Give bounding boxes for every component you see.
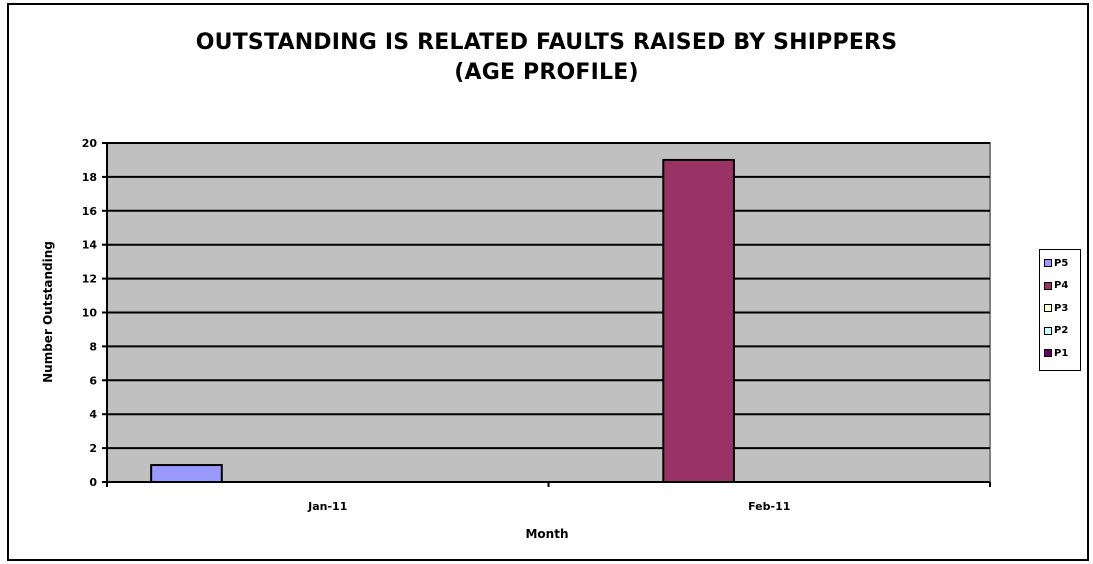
legend-item-p3: P3: [1044, 301, 1068, 315]
y-tick-label: 8: [89, 340, 97, 353]
y-tick-label: 18: [82, 171, 97, 184]
legend-item-p1: P1: [1044, 346, 1068, 360]
legend: P5 P4 P3 P2 P1: [1039, 249, 1081, 371]
x-tick-label: Feb-11: [748, 500, 790, 513]
legend-label: P2: [1054, 325, 1069, 336]
legend-label: P3: [1054, 302, 1069, 314]
y-tick-label: 2: [89, 442, 97, 455]
y-tick-label: 4: [89, 408, 97, 421]
x-tick-label: Jan-11: [307, 500, 347, 513]
y-tick-label: 6: [89, 374, 97, 387]
legend-label: P4: [1054, 280, 1069, 291]
bar-p5-jan-11: [150, 464, 223, 483]
legend-swatch: [1044, 259, 1052, 267]
y-tick-label: 16: [82, 205, 98, 218]
legend-label: P1: [1054, 347, 1069, 359]
x-axis-title: Month: [525, 527, 568, 541]
y-tick-label: 0: [89, 476, 97, 489]
legend-label: P5: [1054, 257, 1069, 269]
y-tick-label: 10: [82, 307, 98, 320]
legend-item-p5: P5: [1044, 256, 1068, 270]
y-tick-label: 14: [82, 239, 98, 252]
chart-title-line-2: (AGE PROFILE): [454, 60, 639, 85]
legend-item-p4: P4: [1044, 279, 1068, 293]
legend-swatch: [1044, 304, 1052, 312]
legend-swatch: [1044, 349, 1052, 357]
chart-title-line-1: OUTSTANDING IS RELATED FAULTS RAISED BY …: [195, 30, 898, 55]
legend-swatch: [1044, 326, 1052, 335]
y-tick-label: 20: [82, 137, 98, 150]
bar-p4-feb-11: [662, 158, 735, 483]
y-axis-title: Number Outstanding: [41, 241, 55, 383]
y-tick-label: 12: [82, 273, 97, 286]
legend-item-p2: P2: [1044, 324, 1068, 338]
legend-swatch: [1044, 281, 1052, 290]
